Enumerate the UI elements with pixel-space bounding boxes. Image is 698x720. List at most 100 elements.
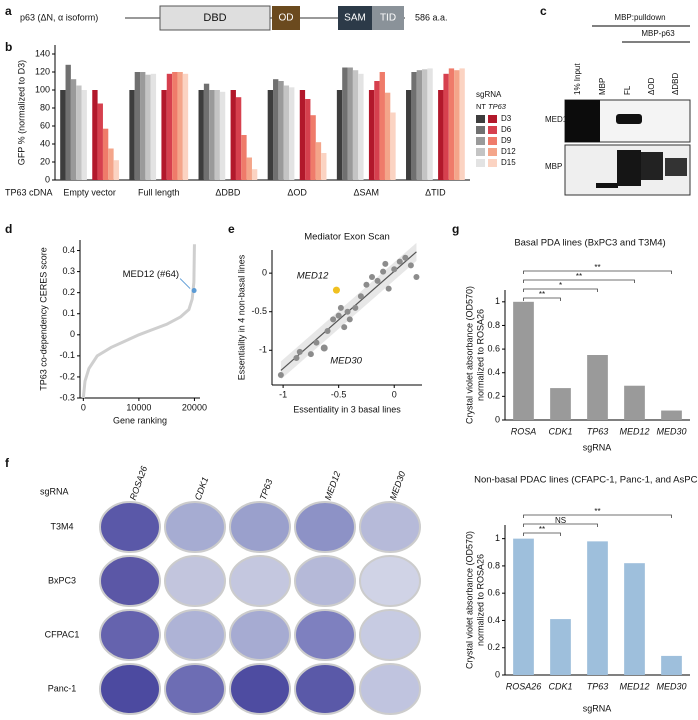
highlight-point xyxy=(332,286,340,294)
y-tick-label: 0.4 xyxy=(62,245,75,255)
y-tick-label: 0.3 xyxy=(62,266,75,276)
legend-swatch xyxy=(488,159,497,167)
y-tick-label: 1 xyxy=(495,296,500,306)
point xyxy=(296,348,303,355)
bar xyxy=(336,90,343,180)
point xyxy=(277,371,284,378)
bar xyxy=(273,79,279,180)
x-tick-label: Empty vector xyxy=(63,187,116,197)
lane-label: ΔOD xyxy=(647,77,656,95)
legend-swatch xyxy=(476,159,485,167)
bar xyxy=(113,160,119,180)
x-tick-label: ROSA26 xyxy=(506,681,542,691)
point xyxy=(363,281,370,288)
y-tick-label: 0.1 xyxy=(62,308,75,318)
blot-band xyxy=(617,150,641,186)
bar xyxy=(161,90,167,180)
point xyxy=(352,304,359,311)
bar xyxy=(368,90,375,180)
y-axis-label: Crystal violet absorbance (OD570) xyxy=(464,286,474,424)
bar xyxy=(305,99,311,180)
x-tick-label: ΔOD xyxy=(287,187,307,197)
panel-label: d xyxy=(5,222,12,236)
y-tick-label: 140 xyxy=(35,48,50,58)
leader-line xyxy=(179,278,191,289)
row-label: T3M4 xyxy=(50,521,73,531)
bar xyxy=(150,73,157,180)
point xyxy=(380,268,387,275)
point xyxy=(374,277,381,284)
bar xyxy=(416,70,423,180)
x-tick-label: 20000 xyxy=(182,402,207,412)
column-label: ROSA26 xyxy=(128,465,150,502)
y-tick-label: 120 xyxy=(35,66,50,76)
y-tick-label: 1 xyxy=(495,533,500,543)
y-tick-label: -0.1 xyxy=(59,350,75,360)
significance-label: ** xyxy=(594,263,600,272)
plate xyxy=(359,609,421,661)
bar xyxy=(251,169,258,180)
y-tick-label: 40 xyxy=(40,138,50,148)
y-tick-label: 0 xyxy=(495,414,500,424)
domain-label: OD xyxy=(279,13,294,24)
bar xyxy=(60,90,66,180)
blot-band xyxy=(565,100,600,142)
blot-subheader: MBP-p63 xyxy=(641,29,675,38)
x-tick-label: ΔTID xyxy=(425,187,446,197)
bar xyxy=(374,81,380,180)
bar xyxy=(379,72,385,180)
point xyxy=(335,312,342,319)
point xyxy=(407,262,414,269)
x-tick-label: Full length xyxy=(138,187,180,197)
x-tick-label: 0 xyxy=(392,389,397,399)
bar xyxy=(97,103,103,180)
bar xyxy=(209,90,215,180)
highlight-label: MED12 xyxy=(297,271,329,282)
bar xyxy=(145,74,151,180)
y-tick-label: 0.6 xyxy=(487,343,500,353)
bar xyxy=(310,115,316,180)
bar xyxy=(235,97,242,180)
bar xyxy=(177,72,183,180)
y-tick-label: 0 xyxy=(495,669,500,679)
plate xyxy=(229,663,291,715)
legend-swatch xyxy=(476,115,485,123)
plate xyxy=(359,555,421,607)
legend-swatch xyxy=(476,148,485,156)
significance-label: ** xyxy=(539,525,545,534)
bar xyxy=(214,90,220,180)
x-tick-label: ROSA xyxy=(511,426,537,436)
bar xyxy=(342,67,348,180)
domain-label: SAM xyxy=(344,13,366,24)
bar xyxy=(70,79,77,180)
bar xyxy=(299,90,306,180)
point xyxy=(313,339,320,346)
significance-label: ** xyxy=(594,507,600,516)
y-tick-label: 0 xyxy=(262,268,267,278)
column-label: TP63 xyxy=(258,478,275,502)
column-label: MED30 xyxy=(388,470,408,502)
bar xyxy=(315,142,322,180)
chart-title: Mediator Exon Scan xyxy=(304,232,390,243)
point xyxy=(337,304,344,311)
legend-swatch xyxy=(488,126,497,134)
y-tick-label: 0.8 xyxy=(487,560,500,570)
domain-box xyxy=(159,5,271,31)
bar xyxy=(661,410,682,420)
legend-swatch xyxy=(488,115,497,123)
point xyxy=(341,324,348,331)
plate xyxy=(164,609,226,661)
y-tick-label: 0.2 xyxy=(62,287,75,297)
legend-group: NT xyxy=(476,102,486,111)
y-tick-label: 100 xyxy=(35,84,50,94)
bar xyxy=(76,85,82,180)
blot-row-label: MBP xyxy=(545,162,562,171)
bar xyxy=(427,68,433,180)
legend-title: sgRNA xyxy=(476,90,502,99)
bar xyxy=(550,388,571,420)
bar xyxy=(283,85,290,180)
x-tick-label: 0 xyxy=(81,402,86,412)
domain-label: TID xyxy=(380,13,396,24)
domain-box xyxy=(338,6,372,30)
